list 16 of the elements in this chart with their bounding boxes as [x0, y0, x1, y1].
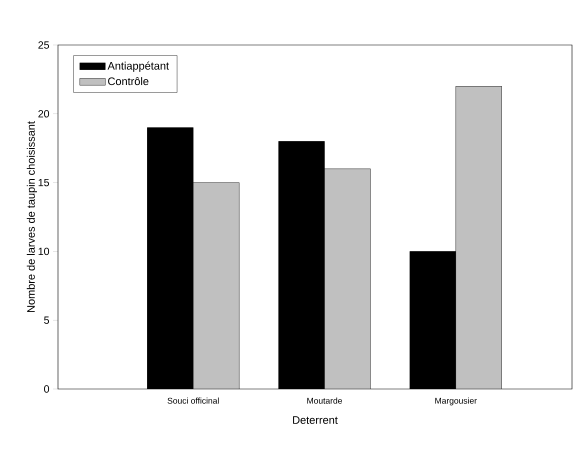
x-axis-title: Deterrent	[293, 416, 338, 424]
y-axis-title: Nombre de larves de taupin choisissant	[26, 121, 37, 312]
y-tick-label: 20	[38, 110, 50, 118]
y-tick-label: 15	[38, 178, 50, 186]
bar	[324, 168, 371, 389]
x-tick-label: Souci officinal	[168, 398, 219, 404]
x-tick-label: Margousier	[435, 398, 477, 406]
y-tick-label: 5	[44, 316, 50, 324]
y-tick-label: 25	[38, 41, 50, 49]
legend-label: Antiappétant	[108, 62, 169, 72]
x-tick-label: Moutarde	[307, 398, 342, 404]
bar	[456, 86, 502, 389]
y-tick-label: 10	[38, 248, 50, 256]
bar	[193, 182, 240, 389]
y-tick-label: 0	[44, 385, 50, 393]
legend-label: Contrôle	[108, 77, 148, 86]
